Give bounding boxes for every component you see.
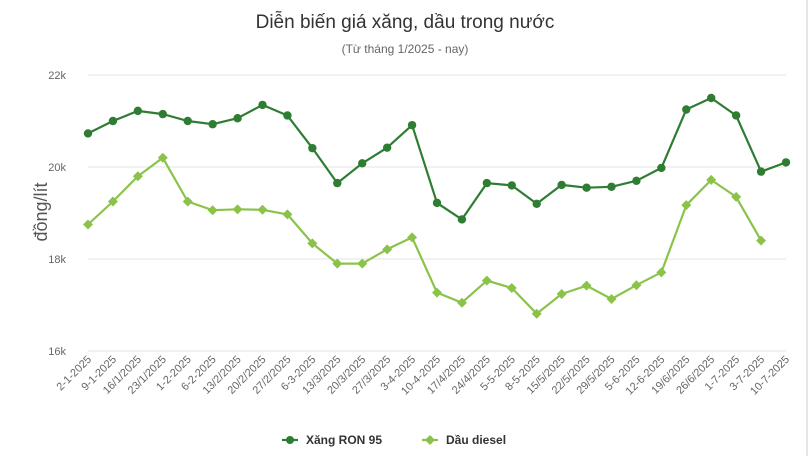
data-point xyxy=(108,116,118,126)
data-point xyxy=(432,287,442,298)
data-point xyxy=(632,176,641,185)
y-tick-label: 18k xyxy=(48,254,66,266)
data-point xyxy=(332,258,343,269)
data-point xyxy=(581,280,592,291)
data-point xyxy=(282,209,293,220)
legend-label: Dầu diesel xyxy=(446,433,506,447)
data-point xyxy=(333,178,342,188)
data-point xyxy=(531,308,542,319)
data-point xyxy=(657,163,666,173)
legend-marker xyxy=(425,435,435,445)
chart-subtitle: (Từ tháng 1/2025 - nay) xyxy=(341,42,469,56)
series-points xyxy=(83,93,791,319)
y-axis-ticks: 16k 18k 20k 22k xyxy=(48,70,66,358)
data-point xyxy=(682,105,691,114)
series-line-1 xyxy=(87,156,763,315)
legend: Xăng RON 95 Dầu diesel xyxy=(282,433,506,447)
data-point xyxy=(506,282,517,293)
y-tick-label: 16k xyxy=(48,346,66,358)
data-point xyxy=(457,215,467,224)
legend-label: Xăng RON 95 xyxy=(306,433,382,447)
data-point xyxy=(258,100,267,110)
data-point xyxy=(557,180,566,190)
data-point xyxy=(482,178,492,188)
data-point xyxy=(233,114,242,123)
data-point xyxy=(232,204,243,215)
data-point xyxy=(707,93,716,103)
data-point xyxy=(283,111,292,120)
data-point xyxy=(607,182,616,191)
data-point xyxy=(781,158,791,167)
chart-title: Diễn biến giá xăng, dầu trong nước xyxy=(255,12,555,33)
data-point xyxy=(107,196,118,207)
data-point xyxy=(456,297,467,308)
data-point xyxy=(358,159,367,168)
data-point xyxy=(257,204,268,215)
data-point xyxy=(307,238,318,249)
data-point xyxy=(157,152,168,163)
data-point xyxy=(706,174,717,185)
x-axis-ticks: 2-1-20259-1-202516/1/202523/1/20251-2-20… xyxy=(54,354,792,398)
y-tick-label: 20k xyxy=(48,162,66,174)
data-point xyxy=(132,171,143,182)
data-point xyxy=(756,167,766,176)
data-point xyxy=(481,275,492,286)
data-point xyxy=(182,196,193,207)
data-point xyxy=(582,183,591,192)
data-point xyxy=(731,111,741,120)
data-point xyxy=(731,191,742,202)
data-point xyxy=(208,120,217,129)
data-point xyxy=(382,143,392,152)
data-point xyxy=(656,267,667,278)
data-point xyxy=(183,116,192,126)
data-point xyxy=(133,106,143,116)
y-tick-label: 22k xyxy=(48,70,66,82)
data-point xyxy=(556,288,567,299)
data-point xyxy=(756,235,767,246)
data-point xyxy=(407,232,418,243)
data-point xyxy=(382,244,393,255)
data-point xyxy=(681,200,692,211)
data-point xyxy=(532,199,541,208)
data-point xyxy=(631,280,642,291)
data-point xyxy=(158,109,167,119)
data-point xyxy=(507,181,516,190)
y-axis-label: đồng/lít xyxy=(31,182,51,241)
data-point xyxy=(357,258,368,269)
data-point xyxy=(83,219,93,230)
data-point xyxy=(407,120,417,130)
data-point xyxy=(308,143,317,153)
data-point xyxy=(207,205,218,216)
grid-lines xyxy=(88,74,786,352)
data-point xyxy=(432,198,442,208)
legend-marker xyxy=(286,436,294,444)
data-point xyxy=(606,294,617,305)
data-point xyxy=(83,129,93,138)
